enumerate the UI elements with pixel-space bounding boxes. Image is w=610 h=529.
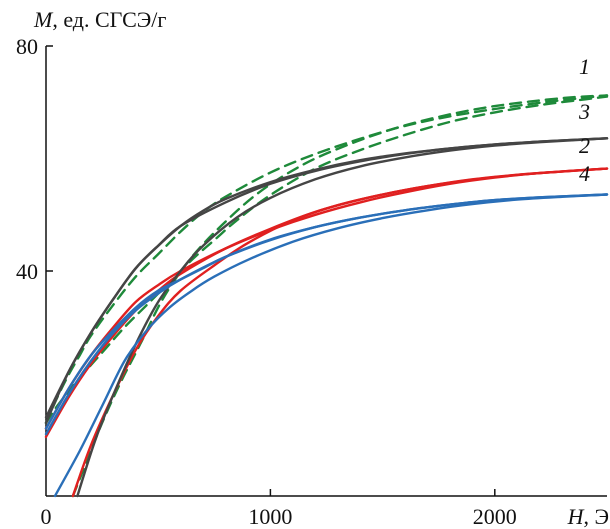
y-axis-label: M, ед. СГСЭ/г bbox=[33, 7, 166, 32]
curve-3-upper bbox=[44, 137, 609, 425]
labels: 0 1000 2000 40 80M, ед. СГСЭ/г H, Э 1 3 2 4 bbox=[16, 7, 609, 529]
curves bbox=[44, 94, 609, 498]
axes bbox=[45, 45, 607, 497]
y-tick-label-80: 80 bbox=[16, 34, 38, 59]
curve-4-upper bbox=[44, 193, 609, 430]
curve-label-4: 4 bbox=[579, 161, 590, 186]
x-tick-label-1000: 1000 bbox=[248, 504, 292, 529]
curve-2-initial bbox=[71, 167, 609, 498]
curve-3-lower bbox=[44, 137, 609, 419]
curve-label-3: 3 bbox=[578, 99, 590, 124]
curve-3-initial bbox=[76, 137, 609, 498]
curve-1-upper bbox=[44, 94, 609, 425]
y-tick-label-40: 40 bbox=[16, 259, 38, 284]
curve-label-1: 1 bbox=[579, 54, 590, 79]
curve-1-lower bbox=[44, 95, 609, 425]
curve-2-lower bbox=[44, 167, 609, 439]
curve-4-initial bbox=[53, 193, 609, 498]
curve-label-2: 2 bbox=[579, 133, 590, 158]
x-tick-label-0: 0 bbox=[41, 504, 52, 529]
x-tick-label-2000: 2000 bbox=[473, 504, 517, 529]
x-axis-label: H, Э bbox=[567, 504, 609, 529]
curve-1-initial bbox=[71, 94, 609, 498]
